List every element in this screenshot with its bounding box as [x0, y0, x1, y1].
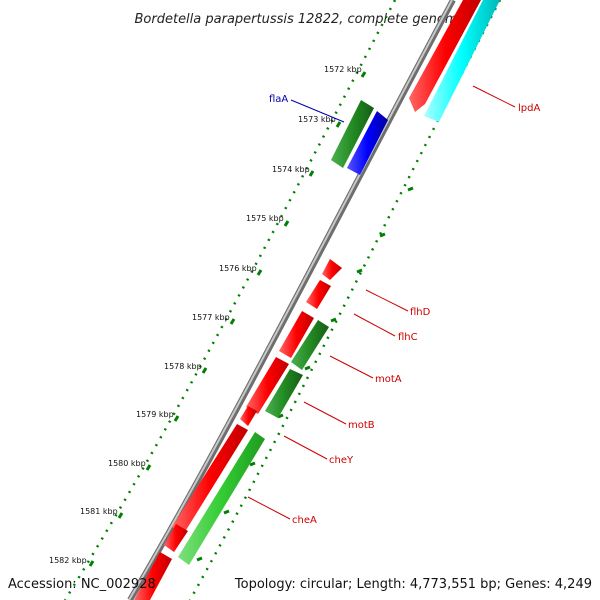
- gene-feature-motA[interactable]: [279, 311, 314, 358]
- gene-feature-motB[interactable]: [246, 357, 289, 414]
- gene-feature-flhD[interactable]: [322, 259, 342, 280]
- gene-feature-motA-reverse[interactable]: [291, 320, 329, 370]
- gene-feature-forward[interactable]: [409, 0, 481, 112]
- accession-label: Accession: NC_002928: [8, 577, 156, 592]
- outer-tick-ring: [188, 0, 502, 600]
- gene-feature-cheA-red[interactable]: [172, 424, 248, 535]
- gene-feature-forward[interactable]: [134, 552, 172, 600]
- label-connectors: [247, 85, 516, 520]
- gene-label-flhD[interactable]: flhD: [410, 307, 431, 318]
- gene-features[interactable]: [134, 0, 500, 600]
- scale-label: 1580 kbp: [108, 459, 146, 468]
- gene-label-lpdA[interactable]: lpdA: [518, 103, 540, 114]
- gene-labels: flaA lpdA flhD flhC motA motB cheY cheA: [269, 94, 540, 526]
- scale-label: 1578 kbp: [164, 362, 202, 371]
- gene-feature-cheA[interactable]: [178, 432, 265, 565]
- gene-label-motB[interactable]: motB: [348, 420, 375, 431]
- gene-feature-forward[interactable]: [164, 524, 188, 552]
- map-title: Bordetella parapertussis 12822, complete…: [135, 12, 466, 27]
- outer-ring-ticks: [196, 186, 414, 562]
- gene-label-cheA[interactable]: cheA: [292, 515, 317, 526]
- scale-label: 1575 kbp: [246, 214, 284, 223]
- scale-ticks: [88, 71, 367, 567]
- gene-label-cheY[interactable]: cheY: [329, 455, 354, 466]
- gene-label-motA[interactable]: motA: [375, 374, 402, 385]
- gene-feature-flaA-reverse[interactable]: [331, 100, 374, 168]
- scale-labels: 1572 kbp 1573 kbp 1574 kbp 1575 kbp 1576…: [49, 65, 362, 565]
- genome-backbone: [127, 0, 456, 600]
- scale-label: 1581 kbp: [80, 507, 118, 516]
- scale-label: 1577 kbp: [192, 313, 230, 322]
- gene-label-flaA[interactable]: flaA: [269, 94, 288, 105]
- scale-label: 1576 kbp: [219, 264, 257, 273]
- gene-label-flhC[interactable]: flhC: [398, 332, 418, 343]
- gene-feature-cheY[interactable]: [240, 406, 257, 426]
- topology-label: Topology: circular; Length: 4,773,551 bp…: [234, 577, 592, 592]
- scale-label: 1572 kbp: [324, 65, 362, 74]
- scale-label: 1574 kbp: [272, 165, 310, 174]
- scale-label: 1582 kbp: [49, 556, 87, 565]
- inner-tick-ring: [63, 0, 397, 600]
- scale-label: 1573 kbp: [298, 115, 336, 124]
- gene-feature-flhC[interactable]: [306, 280, 331, 309]
- gene-feature-lpdA[interactable]: [424, 0, 500, 122]
- scale-label: 1579 kbp: [136, 410, 174, 419]
- gene-feature-flaA[interactable]: [347, 111, 388, 175]
- gene-feature-motB-reverse[interactable]: [265, 369, 303, 418]
